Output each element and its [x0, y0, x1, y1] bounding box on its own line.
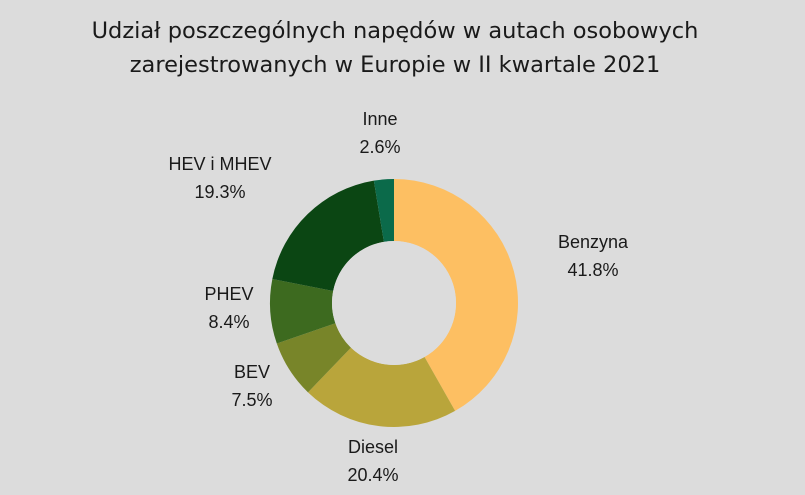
slice-value-benzyna: 41.8% — [567, 260, 618, 280]
chart-title-line-2: zarejestrowanych w Europie w II kwartale… — [129, 52, 661, 78]
labels-layer: Benzyna 41.8% Diesel 20.4% BEV 7.5% PHEV 8.4% HE… — [168, 109, 629, 485]
slice-bev — [276, 323, 351, 393]
donut-hole — [332, 241, 456, 365]
slice-label-benzyna: Benzyna — [558, 232, 629, 252]
slice-hev-i-mhev — [272, 180, 384, 291]
slice-value-diesel: 20.4% — [347, 465, 398, 485]
slice-label-inne: Inne — [362, 109, 397, 129]
slice-phev — [270, 278, 336, 344]
slice-value-phev: 8.4% — [208, 312, 249, 332]
slice-label-diesel: Diesel — [348, 437, 398, 457]
slice-benzyna — [394, 179, 518, 411]
chart-title-line-1: Udział poszczególnych napędów w autach o… — [91, 18, 699, 44]
slice-label-bev: BEV — [234, 362, 270, 382]
slice-diesel — [307, 347, 456, 427]
slice-label-hev-i-mhev: HEV i MHEV — [168, 154, 271, 174]
slice-label-phev: PHEV — [204, 284, 253, 304]
slices-layer — [270, 179, 518, 427]
slice-inne — [373, 179, 394, 242]
slice-value-inne: 2.6% — [359, 137, 400, 157]
chart-title: Udział poszczególnych napędów w autach o… — [0, 14, 790, 82]
slice-value-hev-i-mhev: 19.3% — [194, 182, 245, 202]
slice-value-bev: 7.5% — [231, 390, 272, 410]
